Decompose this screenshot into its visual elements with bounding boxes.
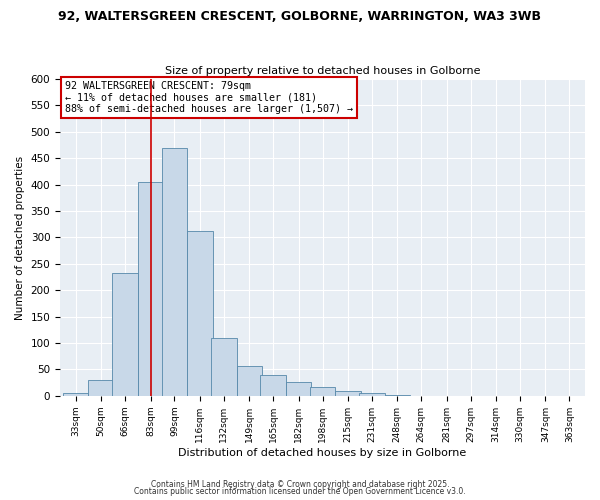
Text: Contains public sector information licensed under the Open Government Licence v3: Contains public sector information licen… — [134, 487, 466, 496]
Bar — [88, 380, 114, 396]
Text: 92, WALTERSGREEN CRESCENT, GOLBORNE, WARRINGTON, WA3 3WB: 92, WALTERSGREEN CRESCENT, GOLBORNE, WAR… — [59, 10, 542, 23]
Title: Size of property relative to detached houses in Golborne: Size of property relative to detached ho… — [165, 66, 480, 76]
Text: 92 WALTERSGREEN CRESCENT: 79sqm
← 11% of detached houses are smaller (181)
88% o: 92 WALTERSGREEN CRESCENT: 79sqm ← 11% of… — [65, 80, 353, 114]
Bar — [211, 338, 236, 396]
Bar — [359, 393, 385, 396]
Bar — [310, 388, 335, 396]
Bar — [63, 393, 88, 396]
Bar — [162, 148, 187, 396]
Bar — [112, 273, 138, 396]
Bar — [260, 374, 286, 396]
Bar — [138, 182, 163, 396]
Bar — [385, 395, 410, 396]
Bar — [286, 382, 311, 396]
Text: Contains HM Land Registry data © Crown copyright and database right 2025.: Contains HM Land Registry data © Crown c… — [151, 480, 449, 489]
Y-axis label: Number of detached properties: Number of detached properties — [15, 156, 25, 320]
X-axis label: Distribution of detached houses by size in Golborne: Distribution of detached houses by size … — [178, 448, 467, 458]
Bar — [187, 231, 212, 396]
Bar — [236, 366, 262, 396]
Bar — [335, 390, 361, 396]
